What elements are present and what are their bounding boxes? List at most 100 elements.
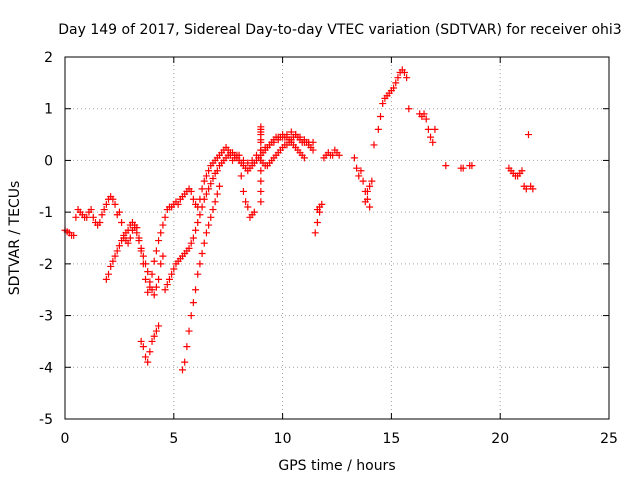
data-point	[157, 260, 165, 268]
data-point	[148, 270, 156, 278]
y-tick-label: -1	[39, 205, 53, 221]
data-point	[159, 221, 167, 229]
data-point	[257, 146, 265, 154]
data-point	[329, 151, 337, 159]
data-point	[118, 218, 126, 226]
x-tick-label: 5	[169, 431, 178, 447]
data-point	[139, 343, 147, 351]
data-point	[111, 200, 119, 208]
data-point	[181, 358, 189, 366]
data-point	[142, 275, 150, 283]
data-point	[287, 128, 295, 136]
data-point	[374, 125, 382, 133]
data-point	[392, 79, 400, 87]
data-point	[213, 167, 221, 175]
data-point	[192, 286, 200, 294]
data-point	[155, 275, 163, 283]
x-tick-label: 15	[382, 431, 400, 447]
data-point	[155, 237, 163, 245]
data-point	[459, 164, 467, 172]
data-point	[442, 162, 450, 170]
data-point	[161, 286, 169, 294]
y-tick-label: -2	[39, 257, 53, 273]
data-point	[72, 213, 80, 221]
data-point	[427, 133, 435, 141]
data-point	[350, 154, 358, 162]
data-point	[142, 260, 150, 268]
data-point	[390, 84, 398, 92]
data-points	[61, 66, 537, 374]
data-point	[370, 141, 378, 149]
data-point	[244, 159, 252, 167]
data-point	[244, 203, 252, 211]
data-point	[239, 187, 247, 195]
data-point	[424, 125, 432, 133]
data-point	[422, 115, 430, 123]
data-point	[211, 198, 219, 206]
data-point	[194, 270, 202, 278]
data-point	[189, 299, 197, 307]
data-point	[359, 177, 367, 185]
data-point	[250, 208, 258, 216]
y-tick-label: -3	[39, 309, 53, 325]
data-point	[257, 167, 265, 175]
data-point	[102, 275, 110, 283]
data-point	[83, 213, 91, 221]
data-point	[213, 190, 221, 198]
x-tick-label: 20	[491, 431, 509, 447]
data-point	[215, 182, 223, 190]
y-tick-label: -4	[39, 360, 53, 376]
data-point	[146, 278, 154, 286]
data-point	[148, 286, 156, 294]
data-point	[200, 239, 208, 247]
data-point	[139, 252, 147, 260]
data-point	[96, 218, 104, 226]
data-point	[318, 200, 326, 208]
data-point	[366, 203, 374, 211]
data-point	[133, 229, 141, 237]
data-point	[124, 226, 132, 234]
data-point	[105, 270, 113, 278]
data-point	[152, 283, 160, 291]
data-point	[355, 172, 363, 180]
data-point	[309, 138, 317, 146]
data-point	[102, 200, 110, 208]
data-point	[205, 167, 213, 175]
chart-title: Day 149 of 2017, Sidereal Day-to-day VTE…	[58, 22, 621, 38]
data-point	[165, 275, 173, 283]
data-point	[100, 206, 108, 214]
data-point	[185, 327, 193, 335]
data-point	[150, 257, 158, 265]
data-point	[400, 69, 408, 77]
data-point	[196, 211, 204, 219]
grid-lines	[65, 57, 609, 419]
data-point	[363, 187, 371, 195]
data-point	[518, 167, 526, 175]
data-point	[361, 198, 369, 206]
data-point	[368, 177, 376, 185]
y-tick-label: 2	[44, 50, 53, 66]
y-tick-label: -5	[39, 412, 53, 428]
data-point	[313, 218, 321, 226]
data-point	[155, 322, 163, 330]
data-point	[179, 366, 187, 374]
data-point	[126, 234, 134, 242]
data-point	[420, 110, 428, 118]
data-point	[242, 198, 250, 206]
data-point	[137, 244, 145, 252]
data-point	[202, 229, 210, 237]
data-point	[107, 262, 115, 270]
x-axis-label: GPS time / hours	[278, 458, 395, 474]
data-point	[152, 327, 160, 335]
data-point	[187, 187, 195, 195]
data-point	[405, 105, 413, 113]
data-point	[429, 138, 437, 146]
data-point	[357, 167, 365, 175]
data-point	[144, 268, 152, 276]
data-point	[87, 206, 95, 214]
data-point	[109, 195, 117, 203]
data-point	[257, 187, 265, 195]
data-point	[209, 206, 217, 214]
data-point	[124, 239, 132, 247]
